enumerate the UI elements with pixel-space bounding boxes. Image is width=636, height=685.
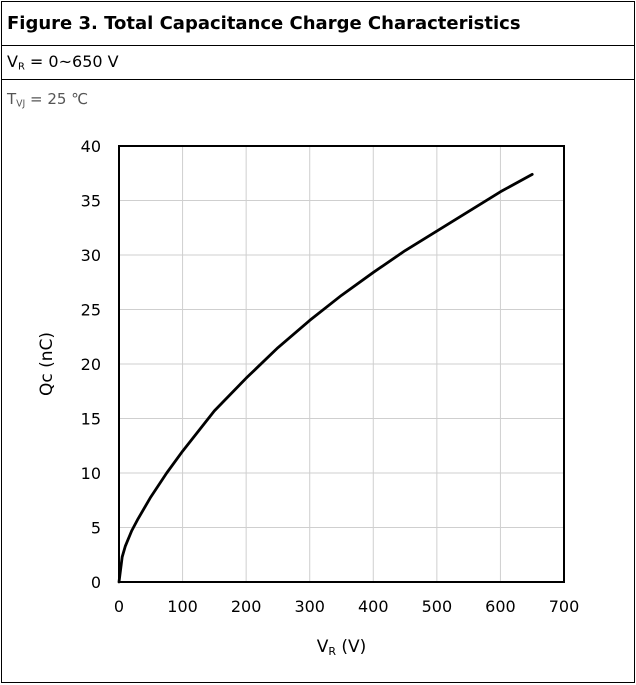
series-layer <box>117 172 534 584</box>
x-tick-label: 200 <box>231 597 262 616</box>
x-tick-label: 0 <box>114 597 124 616</box>
plot-frame <box>118 145 565 583</box>
y-tick-label: 0 <box>91 573 101 592</box>
temperature-text: = 25 ℃ <box>25 90 89 108</box>
x-tick-label: 100 <box>167 597 198 616</box>
y-tick-label: 35 <box>81 192 101 211</box>
temperature-symbol: T <box>7 90 17 108</box>
condition-label: VR = 0~650 V <box>2 46 634 80</box>
y-tick-label: 5 <box>91 519 101 538</box>
x-tick-label: 300 <box>294 597 325 616</box>
series-line <box>117 172 534 584</box>
y-tick-label: 25 <box>81 301 101 320</box>
figure-title: Figure 3. Total Capacitance Charge Chara… <box>2 2 634 46</box>
x-tick-label: 700 <box>549 597 580 616</box>
y-tick-labels: 0 5 10 15 20 25 30 35 40 <box>81 137 101 592</box>
y-tick-label: 20 <box>81 355 101 374</box>
x-tick-label: 600 <box>485 597 516 616</box>
y-tick-label: 15 <box>81 410 101 429</box>
grid <box>118 145 565 583</box>
x-axis-title-unit: (V) <box>336 637 366 657</box>
x-tick-label: 400 <box>358 597 389 616</box>
x-axis-title-symbol: V <box>317 637 329 657</box>
x-axis-title-subscript: R <box>328 645 336 658</box>
x-tick-labels: 0 100 200 300 400 500 600 700 <box>114 597 579 616</box>
temperature-subscript: VJ <box>16 98 26 110</box>
temperature-label: TVJ = 25 ℃ <box>2 80 634 118</box>
condition-text: = 0~650 V <box>24 52 119 71</box>
y-axis-title: Qc (nC) <box>37 332 57 396</box>
condition-subscript: R <box>17 61 25 73</box>
x-tick-label: 500 <box>422 597 453 616</box>
y-tick-label: 40 <box>81 137 101 156</box>
x-axis-title: VR (V) <box>317 637 367 658</box>
y-tick-label: 10 <box>81 464 101 483</box>
chart: 0 100 200 300 400 500 600 700 0510152025303540 … <box>37 137 579 658</box>
condition-symbol: V <box>7 52 18 71</box>
y-tick-label: 30 <box>81 246 101 265</box>
